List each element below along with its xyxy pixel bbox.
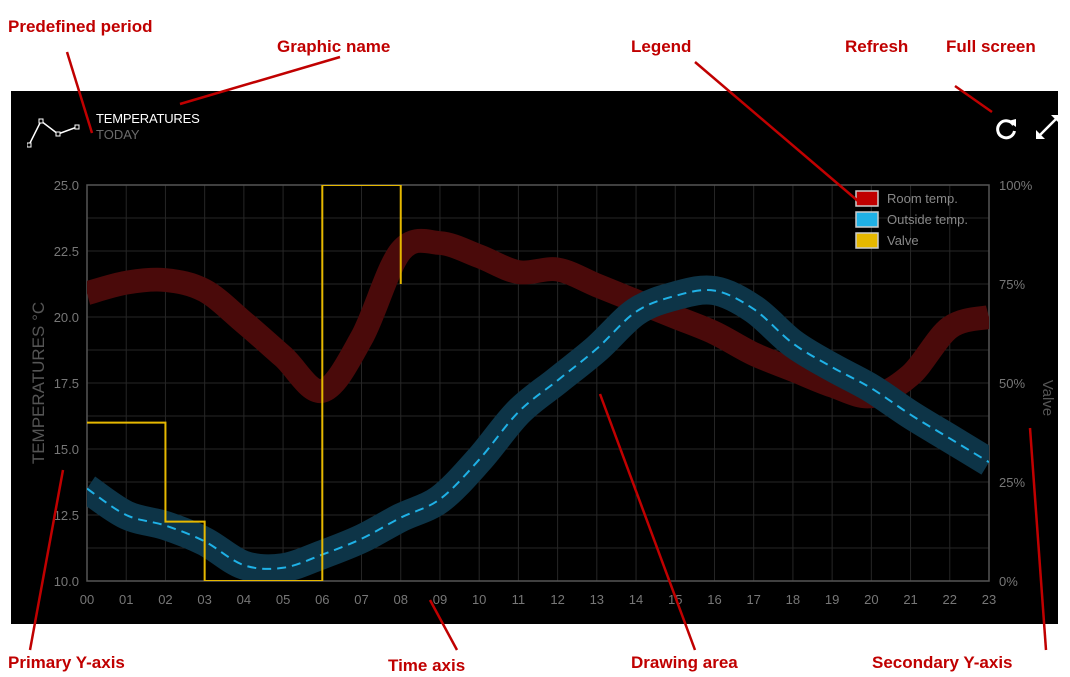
y2-tick-label: 25% <box>999 475 1025 490</box>
legend-swatch <box>855 232 879 249</box>
legend-label: Room temp. <box>887 191 958 206</box>
callout-predefined-period: Predefined period <box>8 17 153 36</box>
y-tick-label: 20.0 <box>54 310 79 325</box>
y-tick-label: 10.0 <box>54 574 79 589</box>
refresh-icon[interactable] <box>993 116 1019 142</box>
callout-time-axis: Time axis <box>388 656 466 675</box>
primary-y-axis-title: TEMPERATURES °C <box>29 302 48 464</box>
secondary-y-axis-title: Valve <box>1039 380 1056 416</box>
callout-refresh: Refresh <box>845 37 909 56</box>
x-tick-label: 23 <box>982 592 996 607</box>
series-band-0 <box>87 228 989 409</box>
y2-tick-label: 75% <box>999 277 1025 292</box>
y2-tick-label: 50% <box>999 376 1025 391</box>
x-tick-label: 13 <box>590 592 604 607</box>
x-tick-label: 05 <box>276 592 290 607</box>
predefined-period-label[interactable]: TODAY <box>96 127 140 142</box>
x-tick-label: 03 <box>197 592 211 607</box>
x-tick-label: 10 <box>472 592 486 607</box>
legend-swatch <box>855 190 879 207</box>
y-tick-label: 15.0 <box>54 442 79 457</box>
callout-leaders <box>28 51 1048 651</box>
x-tick-label: 16 <box>707 592 721 607</box>
x-tick-label: 20 <box>864 592 878 607</box>
y2-tick-label: 100% <box>999 178 1033 193</box>
y2-tick-label: 0% <box>999 574 1018 589</box>
legend-swatch <box>855 211 879 228</box>
x-tick-label: 08 <box>394 592 408 607</box>
y-tick-label: 25.0 <box>54 178 79 193</box>
y-tick-label: 12.5 <box>54 508 79 523</box>
callout-secondary-y-axis: Secondary Y-axis <box>872 653 1013 672</box>
callout-legend: Legend <box>631 37 692 56</box>
series-line-1 <box>87 289 989 570</box>
x-tick-label: 09 <box>433 592 447 607</box>
x-tick-label: 21 <box>903 592 917 607</box>
x-tick-label: 18 <box>786 592 800 607</box>
x-tick-label: 22 <box>943 592 957 607</box>
legend-label: Outside temp. <box>887 212 968 227</box>
x-tick-label: 19 <box>825 592 839 607</box>
series-band-1 <box>87 275 989 581</box>
callout-full-screen: Full screen <box>946 37 1036 56</box>
x-tick-label: 04 <box>237 592 251 607</box>
x-tick-label: 01 <box>119 592 133 607</box>
x-tick-label: 06 <box>315 592 329 607</box>
callout-graphic-name: Graphic name <box>277 37 391 56</box>
series-step-2 <box>87 185 402 581</box>
callout-primary-y-axis: Primary Y-axis <box>8 653 125 672</box>
y-tick-label: 22.5 <box>54 244 79 259</box>
y-tick-label: 17.5 <box>54 376 79 391</box>
graphic-title: TEMPERATURES <box>96 111 200 126</box>
legend-label: Valve <box>887 233 919 248</box>
x-tick-label: 17 <box>746 592 760 607</box>
x-tick-label: 12 <box>550 592 564 607</box>
x-tick-label: 11 <box>512 592 526 607</box>
legend: Room temp. Outside temp. Valve <box>855 190 968 249</box>
x-tick-label: 00 <box>80 592 94 607</box>
plot-frame <box>86 184 990 582</box>
line-chart-icon <box>27 118 80 148</box>
fullscreen-icon[interactable] <box>1034 113 1062 141</box>
x-tick-label: 02 <box>158 592 172 607</box>
x-tick-label: 07 <box>354 592 368 607</box>
callout-drawing-area: Drawing area <box>631 653 738 672</box>
x-tick-label: 14 <box>629 592 643 607</box>
